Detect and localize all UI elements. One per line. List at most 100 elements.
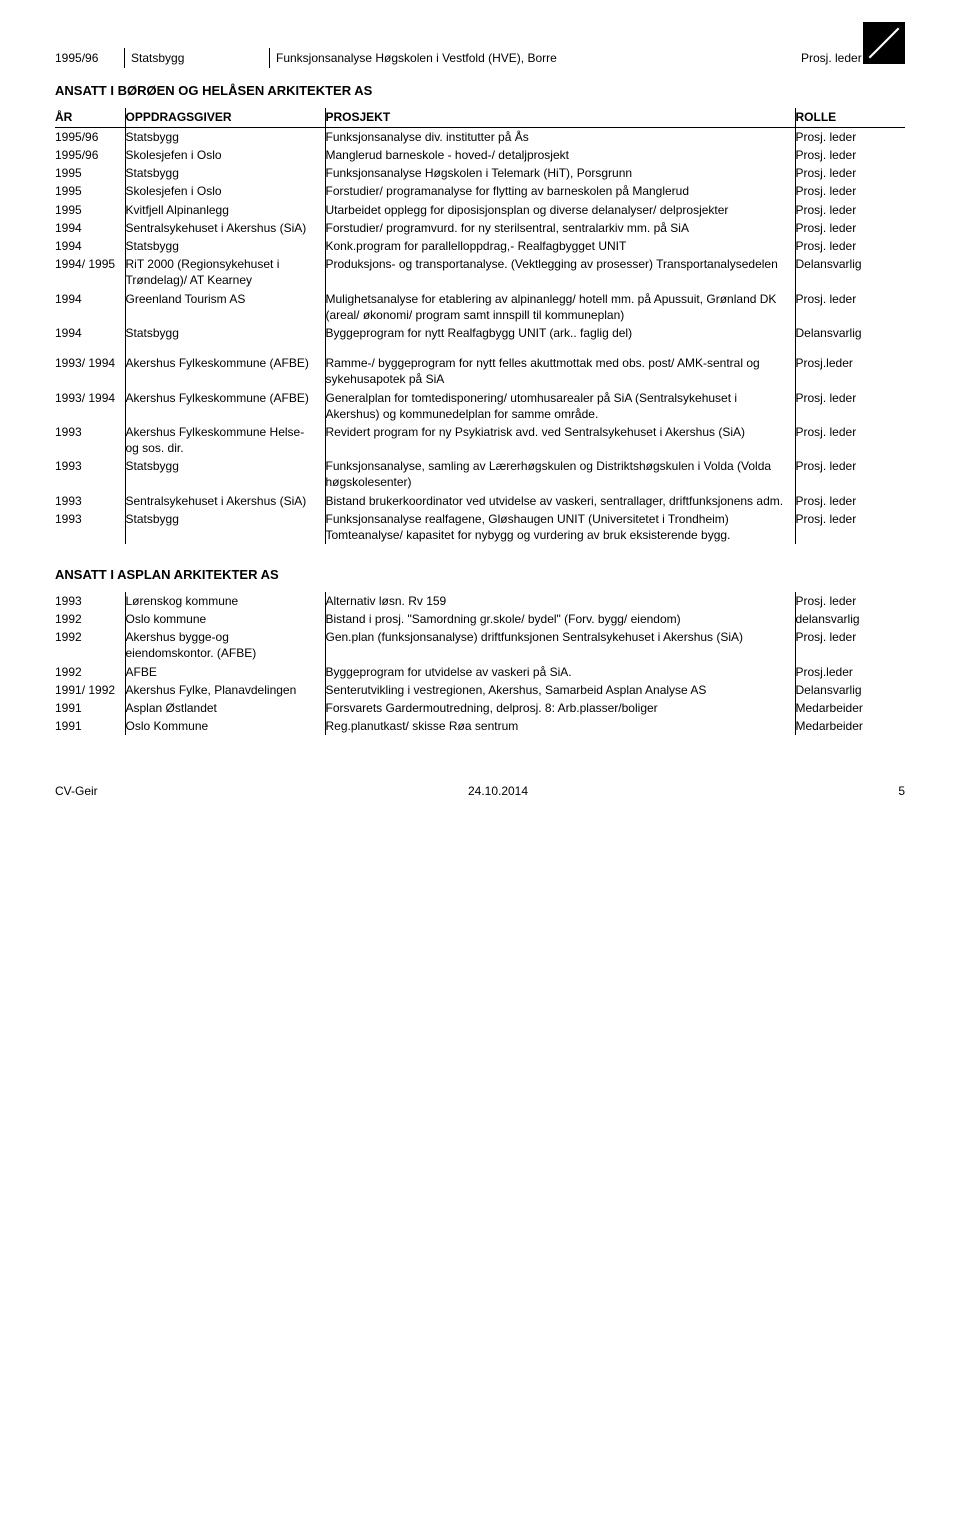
cell-c0: 1994/ 1995: [55, 255, 125, 289]
cell-c2: Forsvarets Gardermoutredning, delprosj. …: [325, 699, 795, 717]
cell-c1: Skolesjefen i Oslo: [125, 182, 325, 200]
table-header-row: ÅR OPPDRAGSGIVER PROSJEKT ROLLE: [55, 108, 905, 128]
table-row: 1993Sentralsykehuset i Akershus (SiA)Bis…: [55, 492, 905, 510]
cell-c1: Sentralsykehuset i Akershus (SiA): [125, 219, 325, 237]
cell-c3: Prosj. leder: [795, 457, 905, 491]
cell-c0: 1992: [55, 610, 125, 628]
cell-c1: Sentralsykehuset i Akershus (SiA): [125, 492, 325, 510]
footer-date: 24.10.2014: [468, 783, 528, 799]
cell-c0: 1993: [55, 510, 125, 544]
cell-c3: Prosj. leder: [795, 237, 905, 255]
cell-c1: Greenland Tourism AS: [125, 290, 325, 324]
cell-c0: 1994: [55, 324, 125, 342]
table-row: 1995Kvitfjell AlpinanleggUtarbeidet oppl…: [55, 201, 905, 219]
cell-c0: 1995: [55, 182, 125, 200]
cell-c2: Mulighetsanalyse for etablering av alpin…: [325, 290, 795, 324]
table-row: 1992Oslo kommuneBistand i prosj. "Samord…: [55, 610, 905, 628]
cell-c3: Medarbeider: [795, 699, 905, 717]
top-client: Statsbygg: [125, 48, 270, 68]
cell-c3: Prosj. leder: [795, 146, 905, 164]
cell-c0: 1991: [55, 717, 125, 735]
cell-c1: Akershus bygge-og eiendomskontor. (AFBE): [125, 628, 325, 662]
section-heading-2: ANSATT I ASPLAN ARKITEKTER AS: [55, 566, 905, 584]
cell-c3: Delansvarlig: [795, 255, 905, 289]
cell-c2: Utarbeidet opplegg for diposisjonsplan o…: [325, 201, 795, 219]
cell-c3: Prosj. leder: [795, 510, 905, 544]
cell-c1: Asplan Østlandet: [125, 699, 325, 717]
cell-c1: Skolesjefen i Oslo: [125, 146, 325, 164]
cell-c2: Funksjonsanalyse, samling av Lærerhøgsku…: [325, 457, 795, 491]
cell-c1: Akershus Fylke, Planavdelingen: [125, 681, 325, 699]
cell-c2: Funksjonsanalyse realfagene, Gløshaugen …: [325, 510, 795, 544]
table-row: 1994/ 1995RiT 2000 (Regionsykehuset i Tr…: [55, 255, 905, 289]
cell-c1: AFBE: [125, 663, 325, 681]
col-year: ÅR: [55, 108, 125, 128]
cell-c0: 1994: [55, 219, 125, 237]
cell-c3: Prosj. leder: [795, 423, 905, 457]
cell-c0: 1991: [55, 699, 125, 717]
cell-c2: Byggeprogram for utvidelse av vaskeri på…: [325, 663, 795, 681]
cell-c1: Statsbygg: [125, 457, 325, 491]
cell-c3: Prosj. leder: [795, 127, 905, 146]
cell-c0: 1992: [55, 628, 125, 662]
table-row: 1993/ 1994Akershus Fylkeskommune (AFBE)R…: [55, 354, 905, 388]
cell-c0: 1993: [55, 492, 125, 510]
cell-c3: Prosj. leder: [795, 492, 905, 510]
col-role: ROLLE: [795, 108, 905, 128]
table-row: 1993/ 1994Akershus Fylkeskommune (AFBE)G…: [55, 389, 905, 423]
cell-c1: Oslo Kommune: [125, 717, 325, 735]
cell-c2: Bistand i prosj. "Samordning gr.skole/ b…: [325, 610, 795, 628]
table-row: 1993StatsbyggFunksjonsanalyse, samling a…: [55, 457, 905, 491]
table-row: 1995/96Skolesjefen i OsloManglerud barne…: [55, 146, 905, 164]
cell-c0: 1992: [55, 663, 125, 681]
table-row: 1994StatsbyggKonk.program for parallello…: [55, 237, 905, 255]
cell-c3: Prosj. leder: [795, 164, 905, 182]
table-row: 1994Greenland Tourism ASMulighetsanalyse…: [55, 290, 905, 324]
top-year: 1995/96: [55, 48, 125, 68]
cell-c2: Reg.planutkast/ skisse Røa sentrum: [325, 717, 795, 735]
table-row: 1992Akershus bygge-og eiendomskontor. (A…: [55, 628, 905, 662]
table-row: 1993Akershus Fylkeskommune Helse- og sos…: [55, 423, 905, 457]
cell-c0: 1995/96: [55, 146, 125, 164]
cell-c3: Prosj. leder: [795, 219, 905, 237]
cell-c2: Produksjons- og transportanalyse. (Vektl…: [325, 255, 795, 289]
cell-c2: Generalplan for tomtedisponering/ utomhu…: [325, 389, 795, 423]
cell-c1: Statsbygg: [125, 127, 325, 146]
cell-c0: 1995/96: [55, 127, 125, 146]
cell-c3: Prosj. leder: [795, 201, 905, 219]
table-row: 1995/96StatsbyggFunksjonsanalyse div. in…: [55, 127, 905, 146]
cell-c3: Prosj. leder: [795, 290, 905, 324]
table-row: 1991/ 1992Akershus Fylke, Planavdelingen…: [55, 681, 905, 699]
page-footer: CV-Geir 24.10.2014 5: [55, 783, 905, 799]
cell-c0: 1993: [55, 457, 125, 491]
cell-c1: Lørenskog kommune: [125, 592, 325, 610]
cell-c1: Statsbygg: [125, 164, 325, 182]
cell-c0: 1994: [55, 290, 125, 324]
cell-c0: 1991/ 1992: [55, 681, 125, 699]
cell-c2: Revidert program for ny Psykiatrisk avd.…: [325, 423, 795, 457]
cell-c3: Delansvarlig: [795, 324, 905, 342]
cell-c0: 1993: [55, 423, 125, 457]
cell-c2: Konk.program for parallelloppdrag,- Real…: [325, 237, 795, 255]
cell-c0: 1995: [55, 164, 125, 182]
cell-c1: Akershus Fylkeskommune (AFBE): [125, 354, 325, 388]
cell-c3: Medarbeider: [795, 717, 905, 735]
cell-c1: Akershus Fylkeskommune (AFBE): [125, 389, 325, 423]
cell-c2: Bistand brukerkoordinator ved utvidelse …: [325, 492, 795, 510]
cell-c3: Prosj. leder: [795, 592, 905, 610]
cell-c0: 1993/ 1994: [55, 354, 125, 388]
cell-c3: Delansvarlig: [795, 681, 905, 699]
cell-c3: Prosj.leder: [795, 354, 905, 388]
cell-c2: Byggeprogram for nytt Realfagbygg UNIT (…: [325, 324, 795, 342]
cell-c0: 1993/ 1994: [55, 389, 125, 423]
company-logo-icon: [863, 22, 905, 64]
cell-c3: Prosj. leder: [795, 182, 905, 200]
footer-page-number: 5: [898, 783, 905, 799]
col-project: PROSJEKT: [325, 108, 795, 128]
top-project: Funksjonsanalyse Høgskolen i Vestfold (H…: [270, 48, 795, 68]
cell-c0: 1993: [55, 592, 125, 610]
cell-c2: Senterutvikling i vestregionen, Akershus…: [325, 681, 795, 699]
cell-c1: Statsbygg: [125, 237, 325, 255]
table-row: 1994Sentralsykehuset i Akershus (SiA)For…: [55, 219, 905, 237]
cell-c1: Akershus Fylkeskommune Helse- og sos. di…: [125, 423, 325, 457]
